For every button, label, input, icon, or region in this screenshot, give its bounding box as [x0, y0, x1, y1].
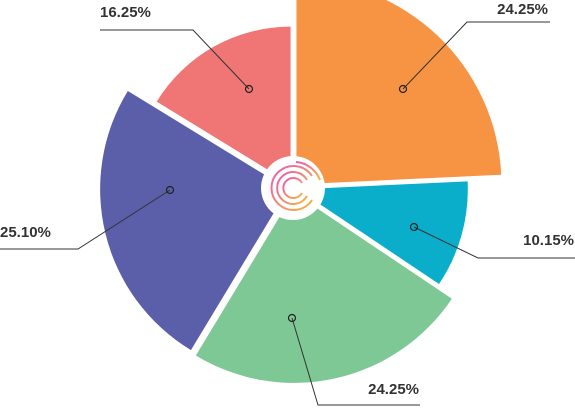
data-label: 24.25%: [368, 381, 419, 398]
leader-line: [100, 29, 250, 90]
wedges: [100, 0, 502, 383]
leader-dot: [244, 84, 254, 94]
leader-dot: [398, 84, 408, 94]
leader-line: [413, 226, 575, 259]
data-label: 16.25%: [100, 4, 151, 21]
data-label: 25.10%: [0, 224, 51, 241]
leader-line: [291, 317, 420, 406]
leader-line: [402, 21, 550, 90]
wedge: [296, 0, 502, 185]
wedge: [195, 192, 452, 383]
data-label: 10.15%: [523, 232, 574, 249]
wedge: [156, 26, 291, 184]
wedge: [100, 90, 289, 351]
leader-dot: [287, 313, 297, 323]
logo: [261, 156, 325, 220]
leader-dot: [409, 222, 419, 232]
data-label: 24.25%: [497, 1, 548, 18]
wedge: [297, 181, 468, 285]
leader-dot: [165, 185, 175, 195]
leader-line: [0, 189, 171, 250]
